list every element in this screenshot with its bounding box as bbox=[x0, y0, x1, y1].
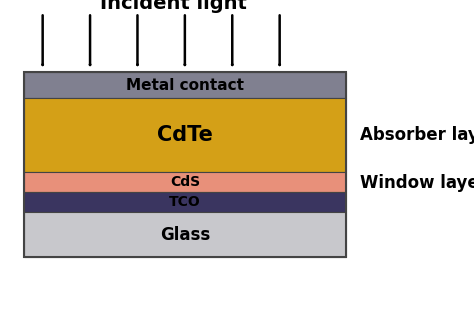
Bar bbox=[24, 192, 346, 212]
Text: TCO: TCO bbox=[169, 195, 201, 209]
Text: Absorber layer: Absorber layer bbox=[360, 126, 474, 144]
Text: Incident light: Incident light bbox=[100, 0, 246, 13]
Text: Window layer: Window layer bbox=[360, 173, 474, 192]
Bar bbox=[24, 72, 346, 98]
Bar bbox=[24, 212, 346, 257]
Text: Metal contact: Metal contact bbox=[126, 77, 244, 93]
Text: CdS: CdS bbox=[170, 175, 200, 189]
Bar bbox=[24, 98, 346, 172]
Text: Glass: Glass bbox=[160, 226, 210, 244]
Bar bbox=[24, 172, 346, 192]
Bar bbox=[24, 72, 346, 257]
Text: CdTe: CdTe bbox=[157, 125, 213, 145]
